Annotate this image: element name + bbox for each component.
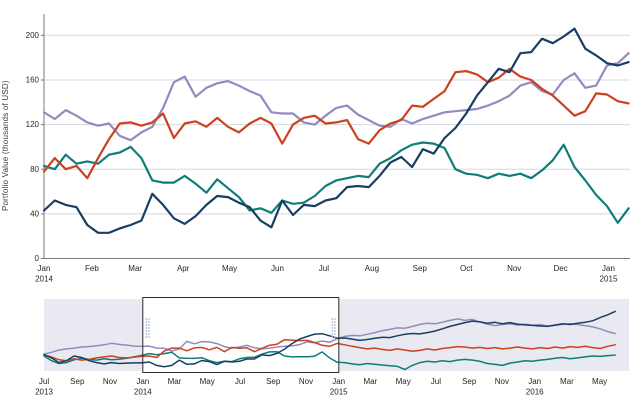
overview-x-tick-label: May [592, 377, 607, 386]
handle-grip-dot [331, 336, 334, 338]
handle-grip-dot [331, 327, 334, 329]
overview-x-tick-label: May [200, 377, 215, 386]
overview-x-tick-label: Jul [39, 377, 49, 386]
overview-x-tick-label: Jul [235, 377, 245, 386]
y-tick-label: 200 [26, 31, 40, 40]
overview-x-tick-year-label: 2016 [526, 388, 544, 397]
handle-grip-dot [333, 333, 336, 335]
handle-grip-dot [148, 336, 150, 338]
handle-grip-dot [333, 330, 336, 332]
overview-x-tick-label: Jul [431, 377, 441, 386]
main-series-navy-line [42, 27, 630, 234]
y-tick-label: 40 [30, 210, 39, 219]
handle-grip-dot [148, 330, 150, 332]
handle-grip-dot [148, 327, 150, 329]
x-tick-label: May [222, 264, 237, 273]
main-series-teal-line [42, 141, 630, 224]
x-tick-label: Jan [602, 264, 615, 273]
overview-x-tick-year-label: 2014 [134, 388, 152, 397]
handle-grip-dot [333, 327, 336, 329]
handle-grip-dot [148, 321, 150, 323]
overview-x-tick-label: Nov [299, 377, 313, 386]
x-tick-label: Sep [413, 264, 428, 273]
brush-handle-left[interactable] [145, 318, 150, 338]
handle-grip-dot [148, 333, 150, 335]
x-tick-label: Mar [128, 264, 142, 273]
y-tick-label: 160 [26, 76, 40, 85]
handle-grip-dot [333, 321, 336, 323]
handle-grip-dot [333, 324, 336, 326]
y-axis-title: Portfolio Value (thousands of USD) [1, 80, 10, 212]
handle-grip-dot [145, 327, 148, 329]
main-series-purple-line [42, 52, 630, 142]
x-tick-year-label: 2014 [35, 275, 53, 284]
y-tick-label: 80 [30, 165, 39, 174]
handle-grip-dot [333, 336, 336, 338]
handle-grip-dot [331, 321, 334, 323]
overview-x-tick-label: Mar [560, 377, 574, 386]
brush-handle-right[interactable] [331, 318, 336, 338]
handle-grip-dot [145, 321, 148, 323]
overview-x-tick-year-label: 2013 [35, 388, 53, 397]
handle-grip-dot [333, 318, 336, 320]
overview-x-tick-label: Jan [332, 377, 345, 386]
handle-grip-dot [148, 318, 150, 320]
overview-series-navy-line [43, 310, 616, 368]
handle-grip-dot [145, 336, 148, 338]
handle-grip-dot [331, 333, 334, 335]
y-tick-label: 120 [26, 120, 40, 129]
overview-x-tick-label: Jan [136, 377, 149, 386]
overview-x-tick-label: Nov [495, 377, 509, 386]
x-tick-label: Dec [553, 264, 567, 273]
overview-x-tick-label: Nov [103, 377, 117, 386]
handle-grip-dot [331, 324, 334, 326]
handle-grip-dot [148, 324, 150, 326]
handle-grip-dot [331, 330, 334, 332]
x-tick-label: Aug [365, 264, 379, 273]
overview-x-tick-label: Mar [168, 377, 182, 386]
overview-x-tick-label: Mar [364, 377, 378, 386]
y-tick-label: 0 [35, 254, 40, 263]
x-tick-year-label: 2015 [600, 275, 618, 284]
overview-x-tick-label: May [396, 377, 411, 386]
main-series-vermilion-line [42, 67, 630, 180]
handle-grip-dot [145, 333, 148, 335]
x-tick-label: Jan [38, 264, 51, 273]
handle-grip-dot [145, 330, 148, 332]
overview-series-vermilion-line [43, 338, 616, 362]
handle-grip-dot [331, 318, 334, 320]
handle-grip-dot [145, 324, 148, 326]
x-tick-label: Nov [507, 264, 521, 273]
x-tick-label: Oct [460, 264, 473, 273]
overview-x-tick-label: Jan [528, 377, 541, 386]
x-tick-label: Feb [85, 264, 99, 273]
overview-x-tick-label: Sep [266, 377, 281, 386]
x-tick-label: Jun [271, 264, 284, 273]
overview-x-tick-label: Sep [462, 377, 477, 386]
x-tick-label: Jul [319, 264, 329, 273]
brush-selection-border[interactable] [142, 297, 340, 373]
handle-grip-dot [145, 318, 148, 320]
overview-x-tick-label: Sep [70, 377, 85, 386]
x-tick-label: Apr [177, 264, 190, 273]
overview-x-tick-year-label: 2015 [330, 388, 348, 397]
